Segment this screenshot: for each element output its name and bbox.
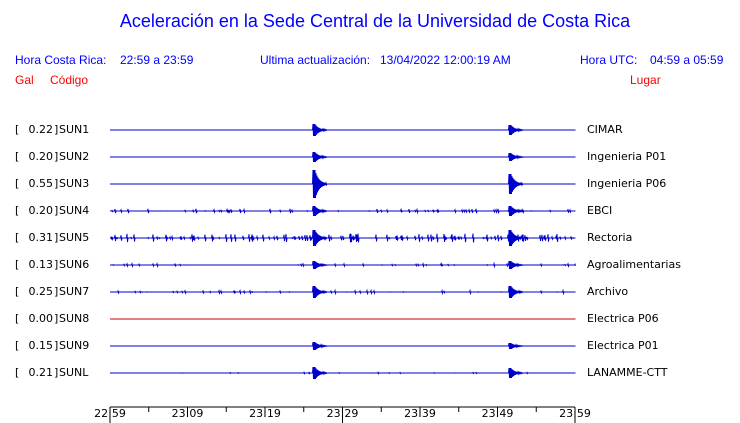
gal-value: 0.20 — [29, 150, 54, 163]
station-code: SUN4 — [59, 204, 89, 217]
station-place: Rectoria — [587, 231, 632, 244]
code-label: Código — [50, 73, 88, 87]
station-place: EBCI — [587, 204, 612, 217]
station-code: SUN8 — [59, 312, 89, 325]
station-place: LANAMME-CTT — [587, 366, 668, 379]
minor-tick-label: 23:19 — [249, 407, 281, 420]
bracket: [ — [15, 366, 19, 379]
trace — [110, 366, 576, 380]
major-tick-label: 22:59 — [94, 407, 126, 420]
bracket: ] — [54, 204, 58, 217]
local-label: Hora Costa Rica: — [15, 53, 106, 67]
update-label: Ultima actualización: — [260, 53, 370, 67]
station-place: Ingenieria P01 — [587, 150, 666, 163]
gal-label: Gal — [15, 73, 34, 87]
local-range: 22:59 a 23:59 — [120, 53, 194, 67]
minor-tick-label: 23:09 — [172, 407, 204, 420]
gal-value: 0.00 — [29, 312, 54, 325]
bracket: ] — [54, 285, 58, 298]
station-place: Archivo — [587, 285, 628, 298]
bracket: [ — [15, 258, 19, 271]
station-place: Electrica P01 — [587, 339, 659, 352]
station-code: SUN2 — [59, 150, 89, 163]
gal-value: 0.25 — [29, 285, 54, 298]
trace — [110, 260, 576, 270]
bracket: ] — [54, 123, 58, 136]
station-code: SUN6 — [59, 258, 89, 271]
trace — [110, 285, 576, 299]
bracket: ] — [54, 231, 58, 244]
station-place: Ingenieria P06 — [587, 177, 666, 190]
station-code: SUN1 — [59, 123, 89, 136]
station-place: Electrica P06 — [587, 312, 659, 325]
utc-label: Hora UTC: — [580, 53, 637, 67]
station-place: Agroalimentarias — [587, 258, 681, 271]
trace — [110, 205, 576, 217]
trace — [110, 229, 576, 247]
station-code: SUN3 — [59, 177, 89, 190]
station-place: CIMAR — [587, 123, 623, 136]
station-code: SUN9 — [59, 339, 89, 352]
minor-tick-label: 23:39 — [404, 407, 436, 420]
station-code: SUN5 — [59, 231, 89, 244]
major-tick-label: 23:59 — [559, 407, 591, 420]
bracket: [ — [15, 204, 19, 217]
bracket: ] — [54, 150, 58, 163]
bracket: [ — [15, 285, 19, 298]
bracket: [ — [15, 150, 19, 163]
bracket: [ — [15, 339, 19, 352]
bracket: [ — [15, 177, 19, 190]
trace — [110, 169, 576, 199]
place-label: Lugar — [630, 73, 661, 87]
gal-value: 0.21 — [29, 366, 54, 379]
update-time: 13/04/2022 12:00:19 AM — [380, 53, 511, 67]
trace — [110, 341, 576, 351]
bracket: ] — [54, 177, 58, 190]
bracket: ] — [54, 312, 58, 325]
bracket: [ — [15, 231, 19, 244]
gal-value: 0.13 — [29, 258, 54, 271]
bracket: ] — [54, 258, 58, 271]
trace — [110, 123, 576, 137]
bracket: ] — [54, 339, 58, 352]
gal-value: 0.55 — [29, 177, 54, 190]
major-tick-label: 23:29 — [327, 407, 359, 420]
gal-value: 0.15 — [29, 339, 54, 352]
station-code: SUN7 — [59, 285, 89, 298]
minor-tick-label: 23:49 — [482, 407, 514, 420]
gal-value: 0.20 — [29, 204, 54, 217]
station-code: SUNL — [59, 366, 89, 379]
gal-value: 0.31 — [29, 231, 54, 244]
trace — [110, 151, 576, 163]
gal-value: 0.22 — [29, 123, 54, 136]
bracket: [ — [15, 312, 19, 325]
utc-range: 04:59 a 05:59 — [650, 53, 724, 67]
title: Aceleración en la Sede Central de la Uni… — [120, 11, 631, 31]
bracket: [ — [15, 123, 19, 136]
bracket: ] — [54, 366, 58, 379]
